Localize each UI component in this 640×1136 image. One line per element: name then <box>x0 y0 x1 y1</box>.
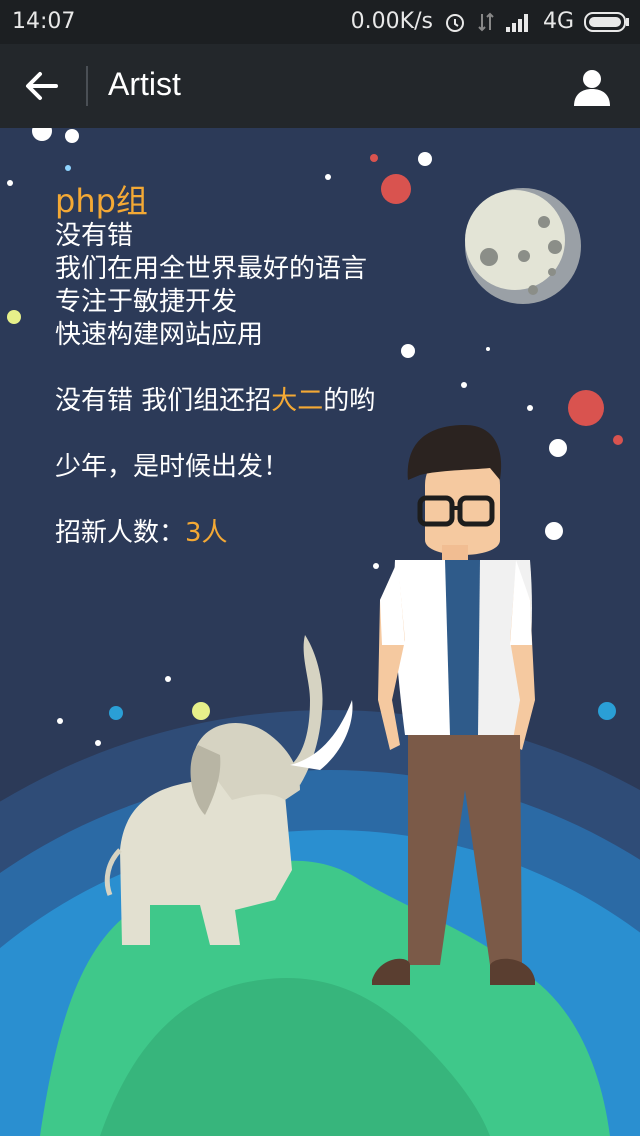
data-transfer-icon <box>478 12 494 31</box>
moon <box>465 188 581 304</box>
stars <box>7 128 623 793</box>
network-type: 4G <box>542 9 574 34</box>
status-time: 14:07 <box>12 9 76 34</box>
app-bar: Artist <box>0 44 640 128</box>
planet <box>0 710 640 1136</box>
page-title: Artist <box>108 66 181 102</box>
recruit-highlight: 大二 <box>271 386 324 416</box>
man <box>372 425 535 985</box>
status-bar: 14:07 0.00K/s 4G <box>0 0 640 44</box>
intro-line-1: 没有错 <box>55 221 134 251</box>
signal-icon <box>505 13 528 32</box>
network-speed: 0.00K/s <box>350 9 433 34</box>
count-value: 3人 <box>185 518 228 548</box>
alarm-icon <box>445 13 464 32</box>
user-icon[interactable] <box>572 66 612 106</box>
recruit-count: 招新人数：3人 <box>55 517 375 550</box>
appbar-divider <box>86 66 88 106</box>
recruit-prefix: 没有错 我们组还招 <box>55 386 272 416</box>
status-icons: 0.00K/s 4G <box>351 9 630 34</box>
space-illustration <box>0 128 640 1136</box>
intro-line-3: 专注于敏捷开发 <box>55 287 238 317</box>
recruit-line: 没有错 我们组还招大二的哟 <box>55 385 375 418</box>
group-name: php组 <box>55 182 148 220</box>
count-label: 招新人数： <box>55 518 186 548</box>
intro-text: php组 没有错 我们在用全世界最好的语言 专注于敏捷开发 快速构建网站应用 没… <box>55 182 375 550</box>
elephant <box>104 635 353 945</box>
battery-icon <box>584 11 629 32</box>
intro-line-2: 我们在用全世界最好的语言 <box>55 254 368 284</box>
back-arrow-icon[interactable] <box>22 68 62 104</box>
intro-line-4: 快速构建网站应用 <box>55 320 264 350</box>
slogan: 少年，是时候出发！ <box>55 452 290 482</box>
recruit-suffix: 的哟 <box>323 386 376 416</box>
